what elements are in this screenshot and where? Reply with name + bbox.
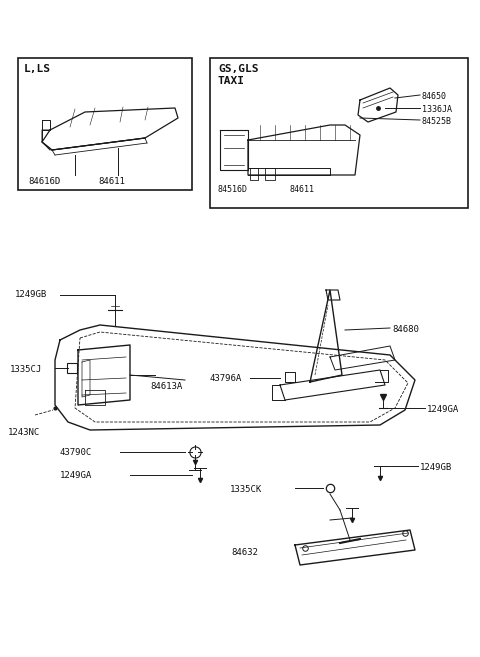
Text: 1249GA: 1249GA [60, 471, 92, 480]
Text: TAXI: TAXI [218, 76, 245, 86]
Text: 84611: 84611 [98, 177, 125, 186]
Text: 1249GB: 1249GB [420, 463, 452, 472]
Text: 84611: 84611 [290, 185, 315, 194]
Text: 84525B: 84525B [422, 117, 452, 126]
Text: 1249GB: 1249GB [15, 290, 47, 299]
Text: 1335CK: 1335CK [230, 485, 262, 494]
Text: 84650: 84650 [422, 92, 447, 101]
Text: 84616D: 84616D [28, 177, 60, 186]
Text: 1335CJ: 1335CJ [10, 365, 42, 374]
Text: 1243NC: 1243NC [8, 428, 40, 437]
Text: GS,GLS: GS,GLS [218, 64, 259, 74]
Text: 43790C: 43790C [60, 448, 92, 457]
Text: 84680: 84680 [392, 325, 419, 334]
Text: 84613A: 84613A [150, 382, 182, 391]
Text: 1336JA: 1336JA [422, 105, 452, 114]
Text: L,LS: L,LS [24, 64, 51, 74]
Text: 84516D: 84516D [218, 185, 248, 194]
Bar [18, 58, 192, 190]
Text: 1249GA: 1249GA [427, 405, 459, 414]
Text: 43796A: 43796A [210, 374, 242, 383]
Bar [210, 58, 468, 208]
Text: 84632: 84632 [231, 548, 258, 557]
